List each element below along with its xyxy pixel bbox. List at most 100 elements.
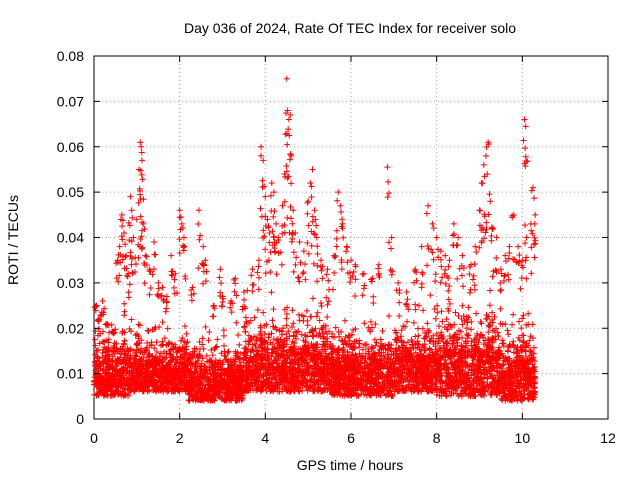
data-point	[385, 312, 392, 319]
data-point	[97, 312, 104, 319]
data-point	[298, 331, 305, 338]
data-point	[445, 296, 452, 303]
data-point	[487, 287, 494, 294]
data-point	[100, 360, 107, 367]
data-point	[150, 372, 157, 379]
data-point	[455, 312, 462, 319]
data-point	[183, 349, 190, 356]
data-point	[236, 341, 243, 348]
data-point	[148, 341, 155, 348]
data-point	[163, 342, 170, 349]
data-point	[97, 363, 104, 370]
data-point	[136, 377, 143, 384]
data-point	[109, 347, 116, 354]
data-point	[146, 371, 153, 378]
data-point	[161, 335, 168, 342]
data-point	[151, 383, 158, 390]
data-point	[170, 384, 177, 391]
data-point	[134, 363, 141, 370]
chart-title: Day 036 of 2024, Rate Of TEC Index for r…	[184, 20, 516, 36]
data-point	[144, 379, 151, 386]
data-point	[96, 340, 103, 347]
data-point	[145, 380, 152, 387]
data-point	[108, 357, 115, 364]
data-point	[220, 332, 227, 339]
data-point	[125, 347, 132, 354]
data-point	[138, 337, 145, 344]
data-point	[165, 387, 172, 394]
data-point	[469, 276, 476, 283]
data-point	[119, 370, 126, 377]
data-point	[300, 317, 307, 324]
data-point	[93, 365, 100, 372]
data-point	[144, 387, 151, 394]
data-point	[141, 375, 148, 382]
data-point	[109, 370, 116, 377]
data-point	[99, 383, 106, 390]
data-point	[132, 374, 139, 381]
data-point	[135, 321, 142, 328]
data-point	[126, 369, 133, 376]
data-point	[379, 327, 386, 334]
data-point	[254, 307, 261, 314]
data-point	[128, 386, 135, 393]
data-point	[169, 355, 176, 362]
data-point	[251, 314, 258, 321]
data-point	[91, 336, 98, 343]
data-point	[290, 320, 297, 327]
data-point	[308, 313, 315, 320]
data-point	[125, 391, 132, 398]
data-point	[91, 378, 98, 385]
data-point	[114, 380, 121, 387]
data-point	[177, 337, 184, 344]
data-point	[176, 376, 183, 383]
data-point	[112, 368, 119, 375]
data-point	[95, 392, 102, 399]
data-point	[170, 346, 177, 353]
data-point	[310, 333, 317, 340]
data-point	[108, 387, 115, 394]
data-point	[136, 322, 143, 329]
data-point	[103, 382, 110, 389]
data-point	[235, 331, 242, 338]
data-point	[398, 327, 405, 334]
data-point	[105, 339, 112, 346]
data-point	[144, 327, 151, 334]
data-point	[153, 339, 160, 346]
data-point	[144, 365, 151, 372]
data-point	[146, 350, 153, 357]
data-point	[172, 365, 179, 372]
data-point	[166, 359, 173, 366]
data-point	[144, 361, 151, 368]
data-point	[199, 335, 206, 342]
data-point	[108, 379, 115, 386]
data-point	[163, 354, 170, 361]
data-point	[138, 355, 145, 362]
data-point	[288, 323, 295, 330]
data-point	[159, 369, 166, 376]
data-point	[126, 363, 133, 370]
data-point	[145, 351, 152, 358]
data-point	[260, 309, 267, 316]
data-point	[153, 355, 160, 362]
data-point	[242, 328, 249, 335]
data-point	[95, 325, 102, 332]
data-point	[118, 375, 125, 382]
data-point	[174, 348, 181, 355]
data-point	[303, 307, 310, 314]
data-point	[438, 308, 445, 315]
data-point	[127, 380, 134, 387]
data-point	[132, 332, 139, 339]
data-point	[165, 360, 172, 367]
data-point	[102, 348, 109, 355]
data-point	[205, 337, 212, 344]
data-point	[155, 374, 162, 381]
data-point	[120, 364, 127, 371]
data-point	[206, 328, 213, 335]
data-point	[452, 309, 459, 316]
data-point	[283, 315, 290, 322]
data-point	[309, 332, 316, 339]
data-point	[181, 352, 188, 359]
data-point	[103, 357, 110, 364]
data-point	[121, 300, 128, 307]
